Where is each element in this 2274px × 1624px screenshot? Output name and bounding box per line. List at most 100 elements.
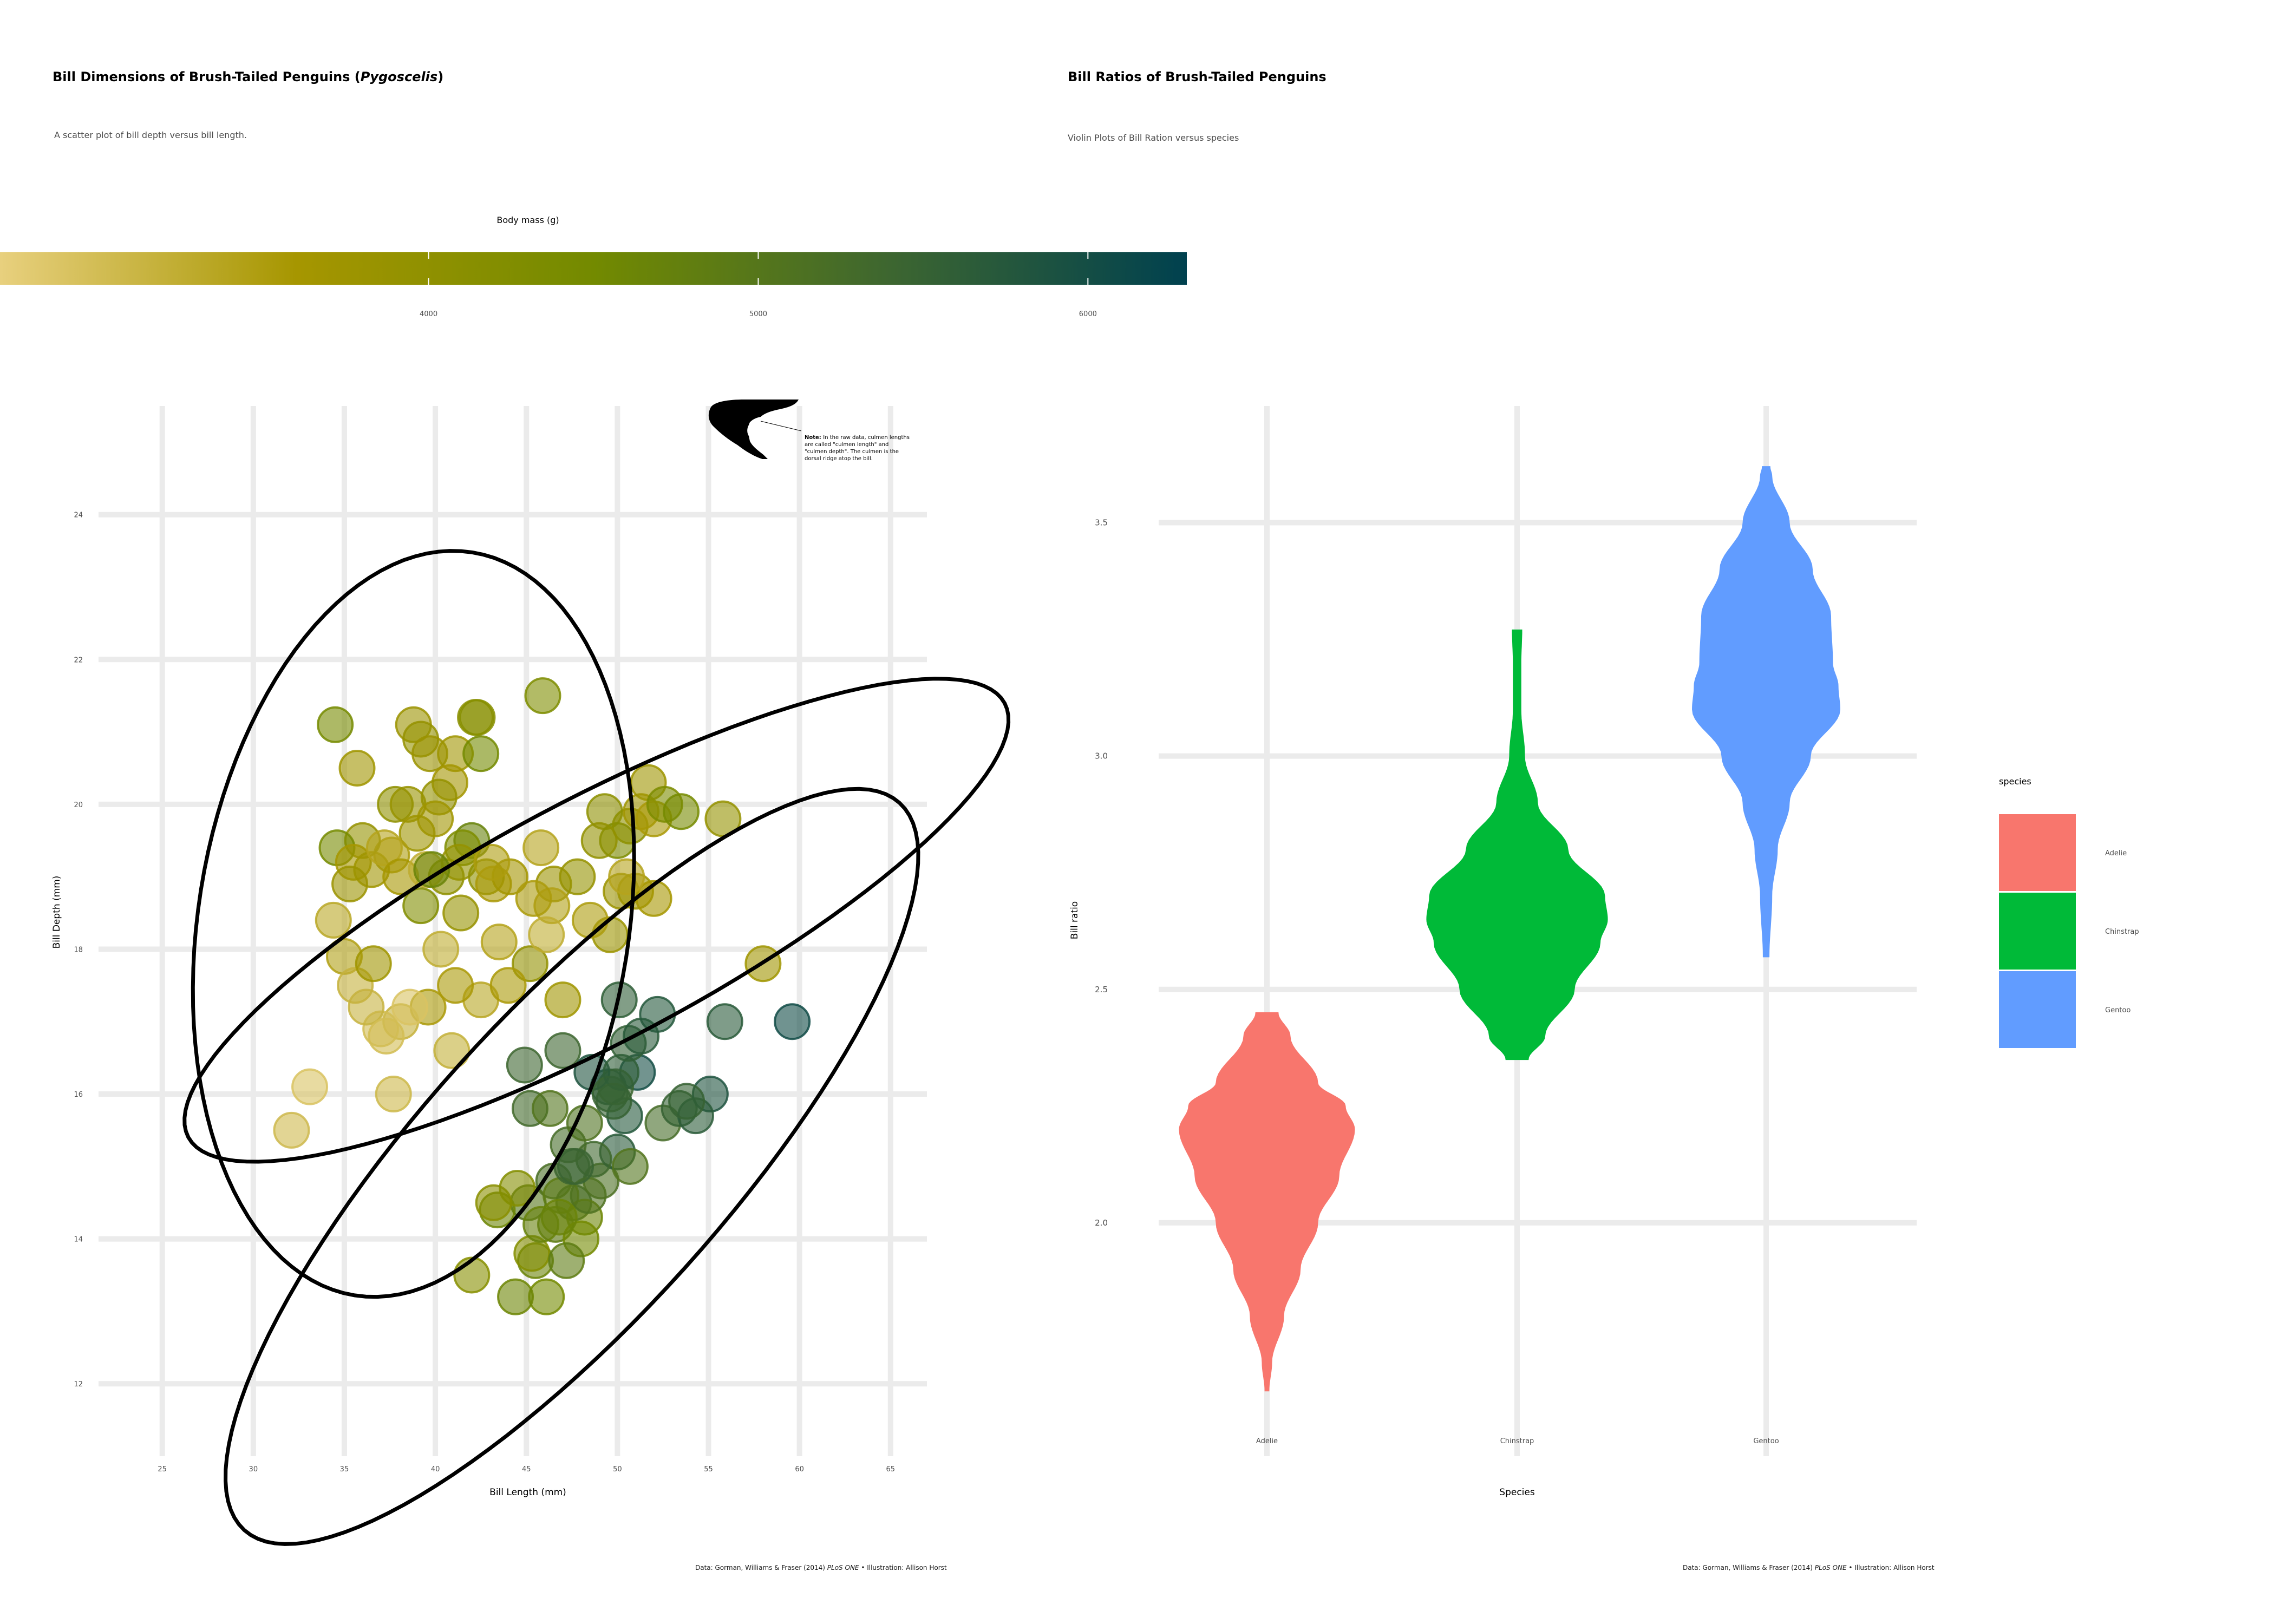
- right-chart-subtitle: Violin Plots of Bill Ration versus speci…: [1068, 133, 1239, 143]
- annotation-line-4: dorsal ridge atop the bill.: [805, 456, 873, 462]
- scatter-y-tick-label: 18: [74, 946, 83, 954]
- scatter-point: [566, 1104, 603, 1142]
- left-chart-title: Bill Dimensions of Brush-Tailed Penguins…: [53, 69, 443, 84]
- scatter-point: [453, 1256, 491, 1294]
- left-title-genus: Pygoscelis: [360, 69, 438, 84]
- scatter-point: [473, 843, 511, 881]
- scatter-point: [522, 1206, 560, 1243]
- scatter-point: [499, 1169, 536, 1207]
- scatter-point: [522, 829, 560, 867]
- scatter-point: [557, 1148, 594, 1185]
- species-legend-title: species: [1999, 776, 2031, 787]
- violin-gentoo: [1691, 466, 1841, 958]
- annotation-line-1: In the raw data, culmen lengths: [823, 435, 910, 441]
- penguin-head-illustration: [708, 400, 799, 459]
- violin-x-tick-label: Adelie: [1256, 1437, 1278, 1445]
- scatter-x-tick-label: 40: [431, 1465, 440, 1474]
- violin-y-tick-label: 3.0: [1095, 751, 1108, 761]
- right-caption-suffix: • Illustration: Allison Horst: [1846, 1564, 1935, 1571]
- violin-x-tick-label: Gentoo: [1753, 1437, 1779, 1445]
- scatter-x-tick-label: 60: [795, 1465, 804, 1474]
- scatter-point: [544, 981, 581, 1019]
- annotation-leader-line: [760, 421, 802, 431]
- scatter-point: [506, 1046, 543, 1084]
- scatter-y-tick-label: 22: [74, 656, 83, 664]
- left-caption: Data: Gorman, Williams & Fraser (2014) P…: [695, 1564, 947, 1571]
- scatter-y-tick-labels: 12 14 16 18 20 22 24: [74, 512, 83, 1389]
- scatter-point: [639, 996, 676, 1033]
- scatter-y-tick-label: 20: [74, 801, 83, 809]
- scatter-x-tick-label: 25: [158, 1465, 167, 1474]
- legend-key-adelie: [1999, 814, 2076, 891]
- species-legend: species Adelie Chinstrap Gentoo: [1999, 776, 2139, 1048]
- scatter-point: [413, 851, 450, 888]
- right-caption: Data: Gorman, Williams & Fraser (2014) P…: [1683, 1564, 1935, 1571]
- scatter-point: [315, 901, 352, 939]
- violin-y-tick-label: 2.0: [1095, 1218, 1108, 1228]
- scatter-point: [524, 677, 561, 715]
- scatter-point: [663, 793, 700, 830]
- colorbar-title: Body mass (g): [496, 215, 559, 225]
- confidence-ellipse: [191, 549, 636, 1299]
- left-chart-subtitle: A scatter plot of bill depth versus bill…: [54, 130, 247, 140]
- scatter-y-tick-label: 12: [74, 1380, 83, 1389]
- scatter-point: [365, 829, 403, 867]
- violin-y-tick-label: 2.5: [1095, 985, 1108, 994]
- scatter-point: [511, 945, 548, 983]
- scatter-x-tick-label: 55: [704, 1465, 713, 1474]
- violin-x-tick-labels: Adelie Chinstrap Gentoo: [1256, 1437, 1779, 1445]
- scatter-point: [442, 894, 480, 932]
- scatter-point: [571, 901, 609, 939]
- scatter-x-tick-label: 45: [522, 1465, 531, 1474]
- violin-chart: 2.0 2.5 3.0 3.5 Adelie Chinstrap Gentoo Speci…: [1069, 406, 1917, 1498]
- scatter-point: [774, 1003, 811, 1040]
- scatter-ellipses: [182, 549, 1011, 1546]
- scatter-x-tick-label: 50: [613, 1465, 622, 1474]
- scatter-point: [291, 1068, 329, 1105]
- scatter-point: [531, 1090, 568, 1127]
- scatter-point: [528, 916, 565, 953]
- scatter-point: [459, 699, 496, 736]
- scatter-point: [391, 988, 429, 1026]
- annotation-note-label: Note:: [805, 435, 823, 441]
- right-caption-journal: PLoS ONE: [1814, 1564, 1847, 1571]
- scatter-point: [489, 967, 527, 1004]
- colorbar-ticks: 4000 5000 6000: [420, 252, 1097, 318]
- scatter-x-tick-labels: 25 30 35 40 45 50 55 60 65: [158, 1465, 895, 1474]
- scatter-x-tick-label: 65: [886, 1465, 895, 1474]
- left-caption-journal: PLoS ONE: [827, 1564, 859, 1571]
- scatter-x-tick-label: 30: [249, 1465, 258, 1474]
- violin-x-tick-label: Chinstrap: [1500, 1437, 1534, 1445]
- scatter-point: [559, 858, 596, 895]
- scatter-point: [398, 815, 436, 852]
- confidence-ellipse: [224, 787, 920, 1546]
- violin-chinstrap: [1426, 629, 1608, 1060]
- confidence-ellipse: [182, 677, 1011, 1164]
- legend-label-chinstrap: Chinstrap: [2105, 928, 2139, 936]
- scatter-point: [338, 749, 376, 787]
- scatter-point: [355, 945, 392, 983]
- legend-key-chinstrap: [1999, 893, 2076, 970]
- scatter-point: [668, 1083, 705, 1120]
- colorbar-tick-label: 6000: [1079, 310, 1097, 318]
- body-mass-colorbar: Body mass (g) 4000 5000 6000: [0, 215, 1187, 318]
- scatter-point: [595, 1083, 632, 1120]
- scatter-y-tick-label: 16: [74, 1091, 83, 1099]
- scatter-point: [411, 735, 448, 772]
- scatter-point: [515, 880, 552, 917]
- scatter-point: [548, 1242, 585, 1279]
- scatter-point: [544, 1032, 581, 1069]
- scatter-point: [480, 924, 518, 961]
- right-caption-prefix: Data: Gorman, Williams & Fraser (2014): [1683, 1564, 1815, 1571]
- violin-shapes: [1179, 466, 1841, 1392]
- left-title-main: Bill Dimensions of Brush-Tailed Penguins…: [53, 69, 361, 84]
- scatter-y-tick-label: 24: [74, 512, 83, 520]
- left-caption-prefix: Data: Gorman, Williams & Fraser (2014): [695, 1564, 827, 1571]
- species-legend-items: Adelie Chinstrap Gentoo: [1999, 814, 2139, 1048]
- legend-label-gentoo: Gentoo: [2105, 1006, 2131, 1014]
- scatter-point: [462, 735, 500, 772]
- legend-label-adelie: Adelie: [2105, 849, 2127, 857]
- scatter-point: [611, 1148, 649, 1185]
- colorbar-tick-label: 5000: [749, 310, 767, 318]
- scatter-point: [528, 1278, 565, 1315]
